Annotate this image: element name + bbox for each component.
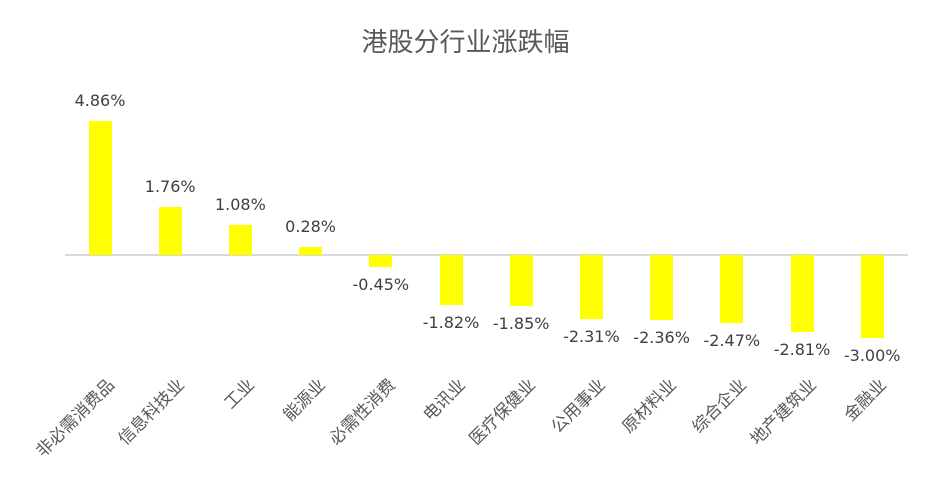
data-label: -2.81%	[773, 340, 831, 360]
data-label: -3.00%	[843, 345, 901, 365]
category-label: 原材料业	[618, 375, 681, 438]
bar	[790, 255, 814, 333]
data-label: 0.28%	[285, 217, 337, 237]
data-label: -2.47%	[703, 330, 761, 350]
bar	[650, 255, 674, 320]
category-label: 公用事业	[548, 375, 611, 438]
category-label: 必需性消费	[325, 375, 400, 450]
bar	[439, 255, 463, 306]
data-label: 1.76%	[144, 176, 196, 196]
bar	[88, 121, 112, 255]
data-label: 1.08%	[214, 195, 266, 215]
bar	[509, 255, 533, 306]
category-label: 电讯业	[419, 375, 470, 426]
data-label: 4.86%	[74, 91, 126, 111]
data-label: -1.85%	[492, 313, 550, 333]
category-label: 工业	[221, 375, 260, 414]
category-label: 综合企业	[688, 375, 751, 438]
category-label: 能源业	[279, 375, 330, 426]
data-label: -2.36%	[633, 327, 690, 347]
bar	[720, 255, 744, 323]
bar	[579, 255, 603, 319]
data-label: -1.82%	[422, 313, 480, 333]
category-label: 医疗保健业	[465, 375, 541, 450]
bar	[228, 225, 252, 255]
data-label: -2.31%	[563, 326, 620, 346]
bar	[299, 247, 323, 255]
category-label: 金融业	[840, 375, 892, 426]
chart-title: 港股分行业涨跌幅	[361, 28, 570, 58]
bar	[158, 206, 182, 255]
data-label: -0.45%	[352, 275, 410, 295]
zero-axis-line	[65, 254, 908, 256]
bar	[860, 255, 884, 338]
category-label: 信息科技业	[114, 375, 190, 450]
bar	[369, 255, 393, 268]
category-label: 地产建筑业	[746, 375, 821, 450]
